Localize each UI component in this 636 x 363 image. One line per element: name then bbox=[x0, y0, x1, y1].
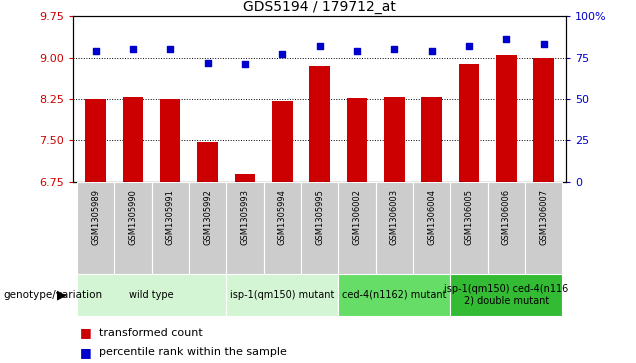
Bar bbox=[347, 98, 367, 182]
Text: transformed count: transformed count bbox=[99, 327, 202, 338]
Bar bbox=[534, 58, 554, 182]
Bar bbox=[384, 97, 404, 182]
Point bbox=[464, 43, 474, 49]
Bar bbox=[450, 274, 562, 316]
Bar bbox=[226, 274, 338, 316]
Bar bbox=[151, 182, 189, 274]
Bar bbox=[525, 182, 562, 274]
Bar bbox=[123, 97, 143, 182]
Point bbox=[277, 52, 287, 57]
Text: GSM1306004: GSM1306004 bbox=[427, 189, 436, 245]
Point bbox=[389, 46, 399, 52]
Text: percentile rank within the sample: percentile rank within the sample bbox=[99, 347, 286, 357]
Text: ced-4(n1162) mutant: ced-4(n1162) mutant bbox=[342, 290, 446, 300]
Text: ▶: ▶ bbox=[57, 289, 67, 301]
Point bbox=[315, 43, 325, 49]
Text: GSM1305995: GSM1305995 bbox=[315, 189, 324, 245]
Bar bbox=[235, 174, 255, 182]
Bar bbox=[85, 99, 106, 182]
Text: GSM1305990: GSM1305990 bbox=[128, 189, 137, 245]
Text: GSM1306002: GSM1306002 bbox=[352, 189, 361, 245]
Bar bbox=[376, 182, 413, 274]
Title: GDS5194 / 179712_at: GDS5194 / 179712_at bbox=[243, 0, 396, 14]
Text: GSM1305992: GSM1305992 bbox=[203, 189, 212, 245]
Text: wild type: wild type bbox=[129, 290, 174, 300]
Point bbox=[427, 48, 437, 54]
Bar bbox=[459, 64, 479, 182]
Point bbox=[165, 46, 176, 52]
Text: GSM1306003: GSM1306003 bbox=[390, 189, 399, 245]
Point bbox=[128, 46, 138, 52]
Bar bbox=[309, 66, 330, 182]
Text: isp-1(qm150) mutant: isp-1(qm150) mutant bbox=[230, 290, 335, 300]
Text: GSM1305993: GSM1305993 bbox=[240, 189, 249, 245]
Text: GSM1305994: GSM1305994 bbox=[278, 189, 287, 245]
Text: GSM1306005: GSM1306005 bbox=[464, 189, 473, 245]
Bar bbox=[263, 182, 301, 274]
Text: genotype/variation: genotype/variation bbox=[3, 290, 102, 300]
Text: GSM1305989: GSM1305989 bbox=[91, 189, 100, 245]
Text: GSM1305991: GSM1305991 bbox=[166, 189, 175, 245]
Bar bbox=[421, 97, 442, 182]
Bar bbox=[272, 101, 293, 182]
Point bbox=[90, 48, 100, 54]
Bar bbox=[496, 55, 516, 182]
Point bbox=[539, 41, 549, 47]
Bar bbox=[114, 182, 151, 274]
Text: GSM1306006: GSM1306006 bbox=[502, 189, 511, 245]
Bar bbox=[77, 274, 226, 316]
Bar bbox=[338, 274, 450, 316]
Point bbox=[501, 37, 511, 42]
Bar bbox=[450, 182, 488, 274]
Text: ■: ■ bbox=[80, 326, 91, 339]
Bar bbox=[226, 182, 263, 274]
Point bbox=[202, 60, 212, 65]
Bar bbox=[197, 142, 218, 182]
Bar bbox=[413, 182, 450, 274]
Point bbox=[352, 48, 362, 54]
Bar bbox=[301, 182, 338, 274]
Point bbox=[240, 61, 250, 67]
Text: GSM1306007: GSM1306007 bbox=[539, 189, 548, 245]
Bar bbox=[160, 99, 181, 182]
Bar bbox=[338, 182, 376, 274]
Bar bbox=[77, 182, 114, 274]
Bar bbox=[189, 182, 226, 274]
Text: ■: ■ bbox=[80, 346, 91, 359]
Bar bbox=[488, 182, 525, 274]
Text: isp-1(qm150) ced-4(n116
2) double mutant: isp-1(qm150) ced-4(n116 2) double mutant bbox=[444, 284, 569, 306]
